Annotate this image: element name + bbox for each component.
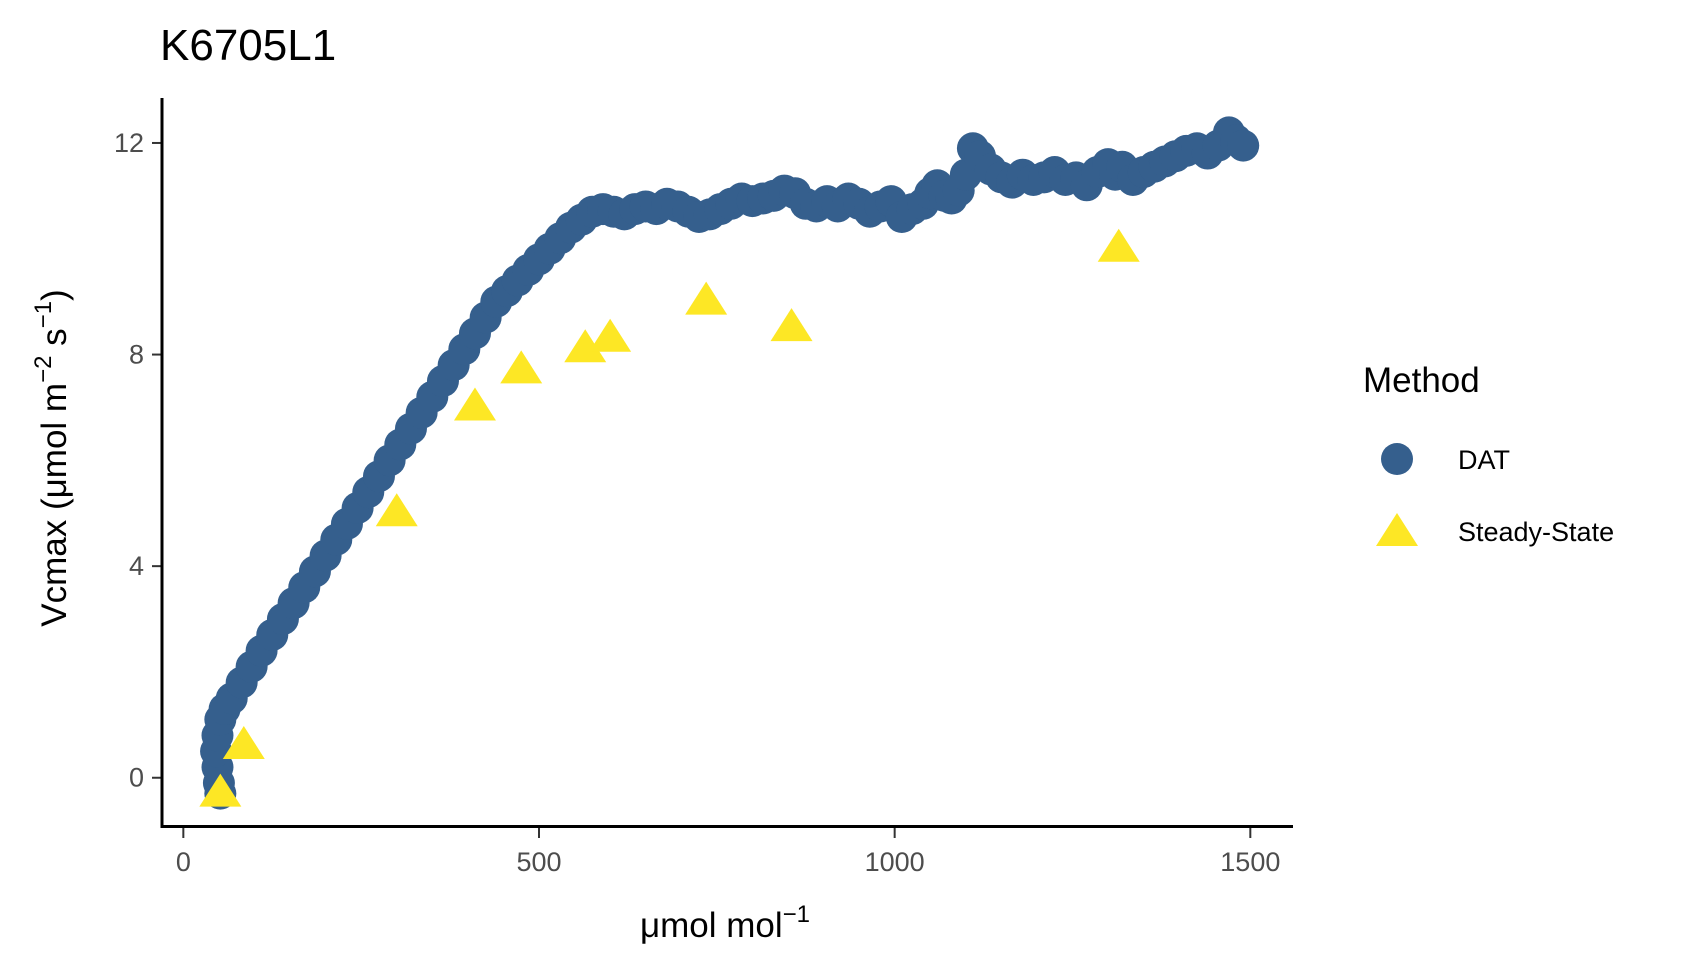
steady-state-point: [500, 350, 543, 384]
y-axis-title-sup1: −2: [30, 356, 57, 383]
x-tick-label: 1000: [865, 847, 925, 877]
y-axis-title-end: ): [35, 289, 74, 301]
steady-state-point: [222, 726, 265, 760]
x-axis-title-sup: −1: [783, 901, 810, 928]
chart-title: K6705L1: [160, 21, 336, 70]
steady-state-point: [589, 318, 632, 352]
steady-state-point: [453, 387, 496, 421]
plot-area: [199, 116, 1260, 810]
y-tick-label: 4: [129, 551, 144, 581]
steady-state-point: [564, 329, 607, 363]
y-tick-label: 12: [114, 128, 144, 158]
y-tick-label: 0: [129, 763, 144, 793]
y-axis-title-text: Vcmax (μmol m: [35, 383, 74, 627]
x-tick-label: 0: [176, 847, 191, 877]
legend-title: Method: [1363, 361, 1480, 400]
series-dat: [200, 116, 1260, 810]
dat-point: [1227, 129, 1260, 162]
legend-label-dat: DAT: [1458, 445, 1510, 475]
y-tick-label: 8: [129, 340, 144, 370]
steady-state-point: [685, 281, 728, 315]
y-axis-title-mid: s: [35, 328, 74, 355]
legend: Method DAT Steady-State: [1363, 361, 1614, 547]
x-tick-label: 500: [516, 847, 561, 877]
axis-ticks: 0 500 1000 1500 0 4 8 12: [114, 128, 1280, 877]
series-steady-state: [199, 228, 1140, 807]
steady-state-point: [1097, 228, 1140, 262]
legend-key-dat: [1381, 443, 1413, 475]
legend-key-steady-state: [1376, 513, 1418, 546]
y-axis-title: Vcmax (μmol m−2 s−1): [30, 289, 74, 626]
steady-state-point: [375, 493, 418, 527]
x-axis-title: μmol mol−1: [640, 901, 810, 945]
steady-state-point: [199, 773, 242, 807]
steady-state-point: [770, 308, 813, 342]
y-axis-title-sup2: −1: [30, 301, 57, 328]
x-tick-label: 1500: [1220, 847, 1280, 877]
legend-label-steady-state: Steady-State: [1458, 517, 1614, 547]
x-axis-title-text: μmol mol: [640, 906, 783, 945]
